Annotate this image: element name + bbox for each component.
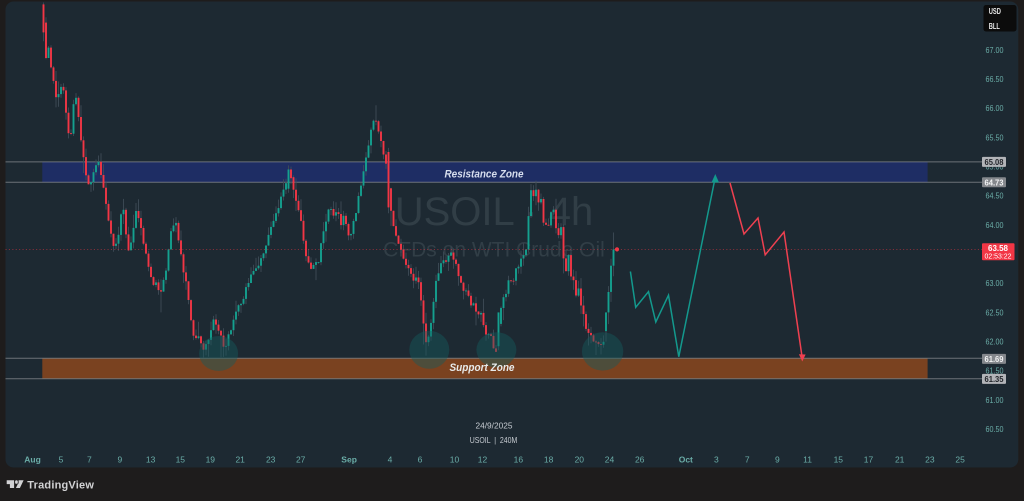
svg-text:4: 4 <box>388 455 393 465</box>
svg-text:Support Zone: Support Zone <box>450 362 515 374</box>
svg-text:66.00: 66.00 <box>986 103 1004 113</box>
svg-text:26: 26 <box>635 455 645 465</box>
svg-text:BLL: BLL <box>989 22 1000 31</box>
svg-text:21: 21 <box>895 455 905 465</box>
svg-text:CFDs on WTI Crude Oil: CFDs on WTI Crude Oil <box>383 239 605 262</box>
svg-text:61.00: 61.00 <box>986 395 1004 405</box>
svg-text:5: 5 <box>59 455 64 465</box>
svg-text:27: 27 <box>296 455 306 465</box>
svg-text:USD: USD <box>989 7 1001 16</box>
svg-text:11: 11 <box>803 455 812 465</box>
svg-text:25: 25 <box>955 455 965 465</box>
svg-text:61.50: 61.50 <box>986 366 1004 376</box>
svg-text:USOIL | 240M: USOIL | 240M <box>470 435 518 445</box>
svg-text:12: 12 <box>478 455 488 465</box>
svg-text:USOIL · 4h: USOIL · 4h <box>395 190 594 234</box>
svg-text:21: 21 <box>235 455 245 465</box>
svg-text:Resistance Zone: Resistance Zone <box>445 169 524 181</box>
svg-text:62.00: 62.00 <box>986 337 1004 347</box>
svg-text:60.50: 60.50 <box>986 424 1004 434</box>
svg-text:6: 6 <box>418 455 423 465</box>
svg-text:15: 15 <box>176 455 186 465</box>
svg-text:13: 13 <box>146 455 156 465</box>
svg-text:64.50: 64.50 <box>986 191 1004 201</box>
svg-text:19: 19 <box>206 455 216 465</box>
svg-text:20: 20 <box>575 455 585 465</box>
svg-text:23: 23 <box>266 455 276 465</box>
svg-text:61.35: 61.35 <box>985 374 1004 384</box>
svg-text:67.00: 67.00 <box>986 45 1004 55</box>
svg-text:9: 9 <box>775 455 780 465</box>
svg-text:24: 24 <box>605 455 615 465</box>
svg-text:61.69: 61.69 <box>985 354 1004 364</box>
svg-text:17: 17 <box>864 455 874 465</box>
svg-text:65.50: 65.50 <box>986 132 1004 142</box>
svg-text:Oct: Oct <box>679 455 693 465</box>
svg-text:3: 3 <box>714 455 719 465</box>
svg-text:10: 10 <box>450 455 460 465</box>
svg-text:24/9/2025: 24/9/2025 <box>476 421 513 431</box>
svg-text:16: 16 <box>514 455 524 465</box>
svg-text:66.50: 66.50 <box>986 74 1004 84</box>
svg-text:63.00: 63.00 <box>986 278 1004 288</box>
svg-text:63.58: 63.58 <box>988 243 1008 253</box>
svg-text:64.73: 64.73 <box>985 178 1004 188</box>
svg-text:9: 9 <box>118 455 123 465</box>
svg-text:18: 18 <box>544 455 554 465</box>
svg-text:Sep: Sep <box>341 455 357 465</box>
svg-text:7: 7 <box>745 455 750 465</box>
svg-text:02:53:22: 02:53:22 <box>985 252 1012 261</box>
svg-text:7: 7 <box>87 455 92 465</box>
svg-text:64.00: 64.00 <box>986 220 1004 230</box>
svg-text:65.08: 65.08 <box>985 157 1004 167</box>
svg-text:23: 23 <box>925 455 935 465</box>
svg-text:TradingView: TradingView <box>27 480 94 492</box>
svg-text:15: 15 <box>834 455 844 465</box>
svg-text:Aug: Aug <box>24 455 41 465</box>
svg-text:62.50: 62.50 <box>986 307 1004 317</box>
